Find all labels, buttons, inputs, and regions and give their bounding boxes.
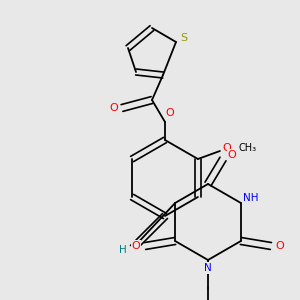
Text: O: O — [228, 150, 236, 160]
Text: O: O — [223, 143, 231, 153]
Text: CH₃: CH₃ — [239, 143, 257, 153]
Text: S: S — [180, 33, 188, 43]
Text: O: O — [275, 241, 284, 251]
Text: NH: NH — [243, 193, 259, 203]
Text: O: O — [110, 103, 118, 113]
Text: H: H — [119, 245, 127, 255]
Text: O: O — [132, 241, 140, 251]
Text: N: N — [204, 263, 212, 273]
Text: O: O — [166, 108, 174, 118]
